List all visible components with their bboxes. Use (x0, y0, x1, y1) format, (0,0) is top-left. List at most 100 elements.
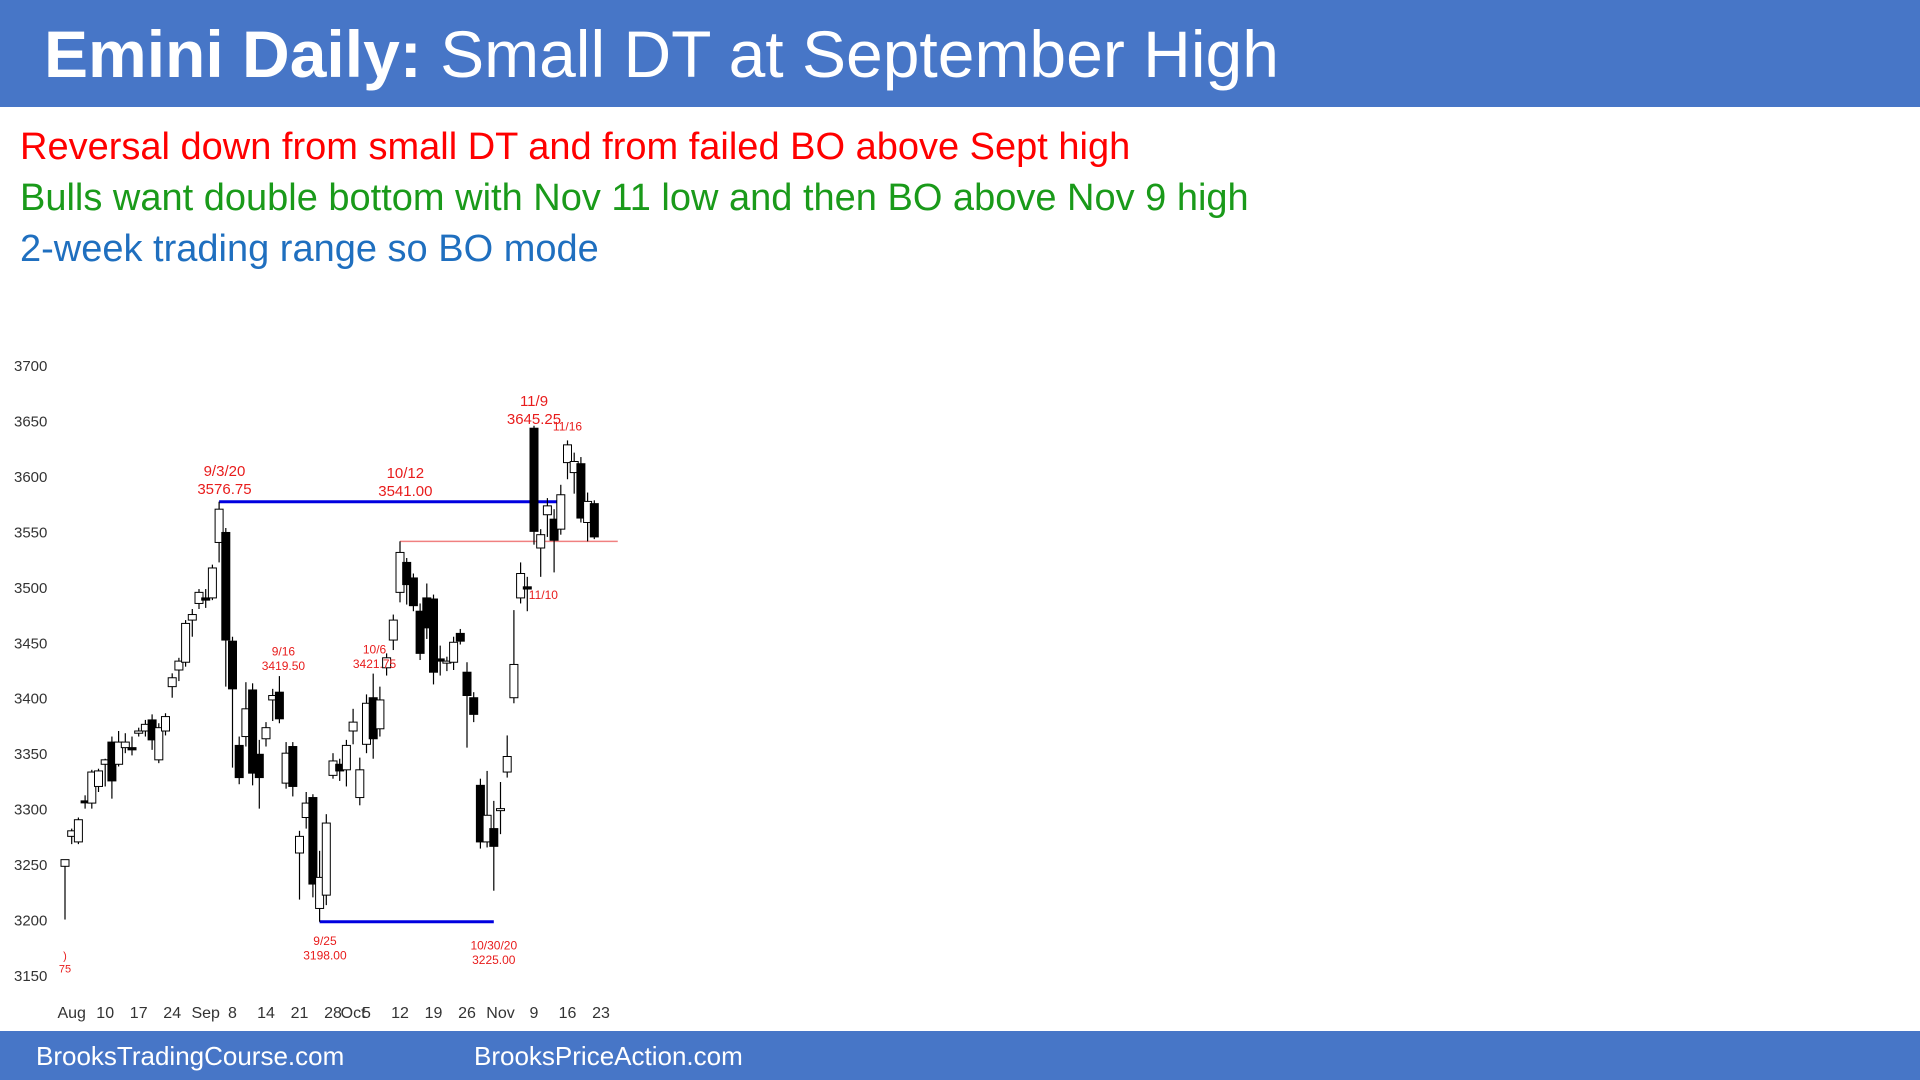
candle-body-bull (94, 770, 103, 787)
x-tick-label: 14 (257, 1005, 275, 1022)
annotation-line: 75 (59, 964, 71, 976)
candle-body-bull (556, 494, 566, 530)
y-tick-label: 3500 (14, 580, 47, 597)
x-tick-label: 17 (130, 1005, 148, 1022)
candle-body-bear (462, 671, 472, 697)
y-tick-label: 3300 (14, 802, 47, 819)
x-tick-label: 8 (228, 1005, 237, 1022)
x-tick-label: Sep (191, 1005, 220, 1022)
candle-body-bull (174, 660, 184, 671)
y-tick-label: 3350 (14, 746, 47, 763)
y-tick-label: 3650 (14, 413, 47, 430)
note-trading-range: 2-week trading range so BO mode (20, 228, 599, 270)
candle-body-bull (207, 567, 217, 599)
slide-title: Emini Daily: Small DT at September High (44, 18, 1279, 90)
x-tick-label: 12 (391, 1005, 409, 1022)
candle-body-bull (134, 730, 144, 734)
x-tick-label: 19 (425, 1005, 443, 1022)
x-tick-label: 5 (362, 1005, 371, 1022)
annotation-line: 3645.25 (507, 411, 561, 428)
annotation: 10/30/20 3225.00 (470, 938, 517, 966)
annotation: 11/16 (553, 419, 582, 433)
y-tick-label: 3550 (14, 524, 47, 541)
candle-body-bear (522, 586, 532, 590)
candle-body-bull (60, 859, 70, 867)
candle-body-bear (228, 640, 237, 690)
x-tick-label: 24 (163, 1005, 181, 1022)
candle-body-bear (529, 427, 539, 532)
candle-body-bull (114, 741, 124, 765)
title-rest: Small DT at September High (421, 17, 1279, 91)
y-tick-label: 3250 (14, 857, 47, 874)
candle-body-bull (542, 505, 552, 516)
candle-body-bull (341, 744, 351, 771)
x-tick-label: 21 (291, 1005, 309, 1022)
candle-body-bear (435, 658, 445, 662)
title-bar: Emini Daily: Small DT at September High (0, 0, 1920, 107)
annotation-line: 3576.75 (197, 481, 251, 498)
x-tick-label: 10 (96, 1005, 114, 1022)
candle-body-bull (509, 663, 519, 699)
candle-body-bear (429, 598, 438, 673)
annotation: 11/9 3645.25 (507, 393, 561, 428)
candle-body-bull (295, 835, 304, 854)
candle-body-bear (254, 753, 264, 779)
candle-body-bear (415, 610, 425, 654)
x-tick-label: 26 (458, 1005, 476, 1022)
candle-body-bull (73, 819, 83, 843)
candle-body-bull (321, 822, 331, 896)
candle-body-bear (201, 597, 211, 601)
footer-link-brookspriceaction[interactable]: BrooksPriceAction.com (474, 1041, 743, 1071)
annotation-line: 10/12 (387, 465, 425, 482)
candle-body-bear (274, 691, 284, 720)
candle-body-bear (221, 531, 231, 641)
annotation-line: 3421.75 (353, 657, 397, 671)
candle-body-bull (261, 727, 271, 740)
annotation: 9/3/20 3576.75 (197, 463, 251, 498)
candle-body-bear (127, 747, 137, 751)
candle-body-bull (161, 716, 170, 732)
candle-body-bull (167, 677, 177, 688)
x-tick-label: Aug (57, 1005, 85, 1022)
x-tick-label: Nov (486, 1005, 514, 1022)
annotation-line: 9/3/20 (204, 463, 246, 480)
candle-body-bull (496, 808, 505, 812)
x-tick-label: 28 (324, 1005, 342, 1022)
candle-body-bull (214, 508, 224, 543)
y-tick-label: 3200 (14, 913, 47, 930)
y-tick-label: 3150 (14, 968, 47, 985)
candle-body-bull (375, 699, 385, 730)
footer-bar: BrooksTradingCourse.com BrooksPriceActio… (0, 1031, 1920, 1080)
candle-body-bull (355, 769, 365, 799)
candle-body-bull (516, 573, 526, 599)
note-bulls: Bulls want double bottom with Nov 11 low… (20, 177, 1249, 219)
candle-body-bull (536, 534, 546, 549)
y-tick-label: 3700 (14, 358, 47, 375)
annotation-line: 3225.00 (472, 953, 516, 967)
candle-body-bull (382, 657, 392, 669)
annotation: 10/6 3421.75 (353, 642, 397, 670)
candle-body-bull (388, 619, 398, 641)
annotation-line: 10/6 (363, 642, 387, 656)
footer-link-brookstradingcourse[interactable]: BrooksTradingCourse.com (36, 1041, 345, 1071)
annotation-line: 11/16 (553, 419, 582, 433)
candle-body-bull (502, 756, 512, 773)
candle-body-bear (489, 828, 499, 847)
annotation: ) 75 (59, 950, 71, 975)
candle-body-bull (154, 727, 164, 761)
title-bold: Emini Daily: (44, 17, 422, 91)
annotation: 9/16 3419.50 (262, 645, 306, 673)
candle-body-bull (449, 641, 459, 663)
candle-body-bull (181, 622, 191, 663)
candle-body-bear (549, 518, 559, 541)
annotation: 9/25 3198.00 (303, 934, 347, 962)
candle-body-bear (475, 784, 485, 843)
x-tick-label: 23 (592, 1005, 610, 1022)
candle-body-bear (576, 463, 586, 519)
annotation-line: ) (63, 950, 67, 962)
annotation-line: 3419.50 (262, 659, 306, 673)
annotation: 10/12 3541.00 (378, 465, 432, 500)
candle-body-bear (455, 632, 465, 642)
note-reversal: Reversal down from small DT and from fai… (20, 126, 1131, 168)
